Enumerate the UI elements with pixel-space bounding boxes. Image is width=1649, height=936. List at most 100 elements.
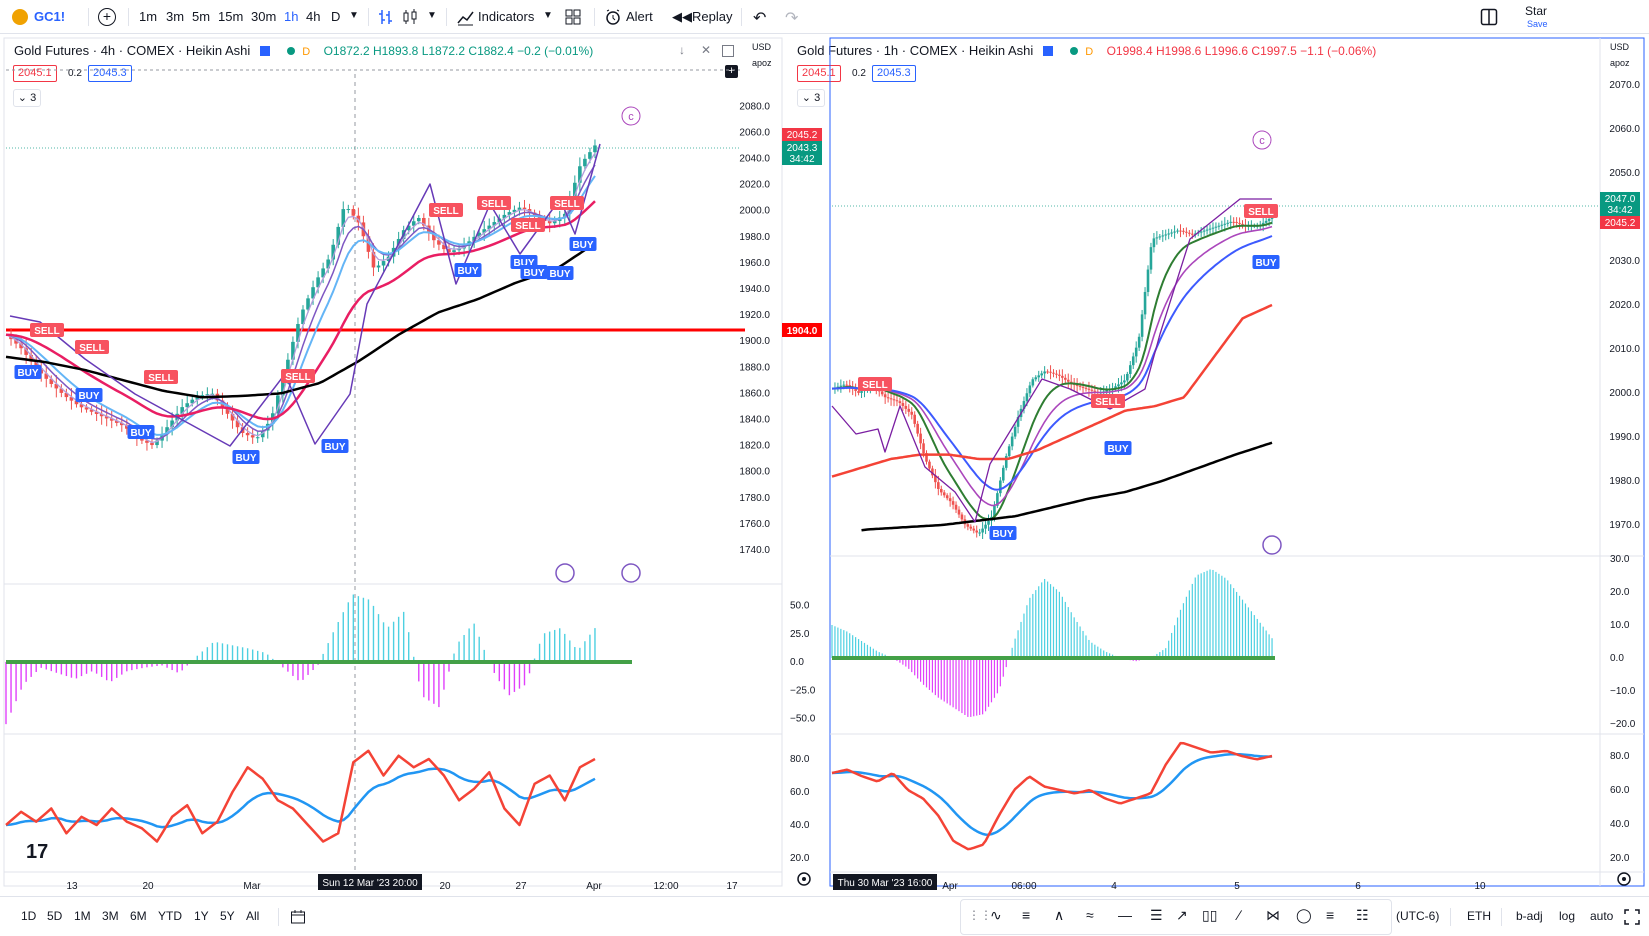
interval-5m[interactable]: 5m bbox=[192, 9, 211, 24]
abc-pattern-icon[interactable]: ∧ bbox=[1054, 907, 1065, 923]
chevron-down-icon[interactable]: ▼ bbox=[349, 10, 359, 21]
buy-signal-badge[interactable]: BUY bbox=[513, 258, 534, 269]
chevron-down-icon[interactable]: ▼ bbox=[543, 10, 553, 21]
chevron-down-icon[interactable]: ▼ bbox=[427, 10, 437, 21]
sell-signal-badge-bg[interactable] bbox=[477, 196, 511, 210]
buy-signal-badge[interactable]: BUY bbox=[17, 368, 38, 379]
sell-signal-badge[interactable]: SELL bbox=[515, 221, 541, 232]
range-ytd[interactable]: YTD bbox=[158, 909, 182, 923]
range-6m[interactable]: 6M bbox=[130, 909, 147, 923]
sell-signal-badge[interactable]: SELL bbox=[1095, 397, 1121, 408]
trend-line-icon[interactable]: ∕ bbox=[1238, 907, 1241, 923]
text-notes-icon[interactable]: ≡ bbox=[1022, 907, 1031, 923]
pattern-c-icon[interactable] bbox=[621, 106, 641, 126]
charts-canvas[interactable]: 2080.02060.02040.02020.02000.01980.01960… bbox=[0, 34, 1649, 896]
bars-pattern-icon[interactable]: ☰ bbox=[1150, 907, 1163, 923]
scroll-down-icon[interactable]: ↓ bbox=[679, 43, 685, 57]
bars-style-icon[interactable] bbox=[377, 8, 395, 26]
sell-signal-badge-bg[interactable] bbox=[281, 369, 315, 383]
left-chart-title[interactable]: Gold Futures · 4h · COMEX · Heikin Ashi bbox=[14, 43, 251, 58]
sell-signal-badge-bg[interactable] bbox=[144, 370, 178, 384]
xabcd-pattern-icon[interactable]: ⋈ bbox=[1266, 907, 1280, 923]
buy-signal-badge[interactable]: BUY bbox=[457, 266, 478, 277]
cycle-icon[interactable]: ◯ bbox=[1296, 907, 1312, 923]
buy-signal-badge-bg[interactable] bbox=[232, 450, 260, 464]
sell-signal-badge[interactable]: SELL bbox=[1248, 207, 1274, 218]
sell-signal-badge[interactable]: SELL bbox=[554, 199, 580, 210]
candle-pattern-icon[interactable]: ▯▯ bbox=[1202, 907, 1218, 923]
auto-scale-toggle[interactable]: auto bbox=[1590, 909, 1614, 923]
buy-signal-badge[interactable]: BUY bbox=[1107, 444, 1128, 455]
buy-signal-badge-bg[interactable] bbox=[14, 365, 42, 379]
range-5y[interactable]: 5Y bbox=[220, 909, 235, 923]
settings-gear-icon[interactable] bbox=[1617, 872, 1631, 886]
undo-icon[interactable]: ↶ bbox=[753, 10, 767, 27]
range-3m[interactable]: 3M bbox=[102, 909, 119, 923]
buy-signal-badge-bg[interactable] bbox=[989, 526, 1017, 540]
pattern-c-icon[interactable] bbox=[1252, 130, 1272, 150]
interval-4h[interactable]: 4h bbox=[306, 9, 321, 24]
sell-signal-badge[interactable]: SELL bbox=[862, 380, 888, 391]
range-5d[interactable]: 5D bbox=[47, 909, 63, 923]
ray-icon[interactable]: ↗ bbox=[1176, 907, 1188, 923]
maximize-icon[interactable] bbox=[722, 45, 734, 57]
buy-signal-badge[interactable]: BUY bbox=[78, 391, 99, 402]
buy-signal-badge[interactable]: BUY bbox=[130, 428, 151, 439]
candles-style-icon[interactable] bbox=[401, 8, 419, 26]
range-1d[interactable]: 1D bbox=[21, 909, 37, 923]
buy-signal-badge-bg[interactable] bbox=[454, 263, 482, 277]
sell-signal-badge-bg[interactable] bbox=[511, 218, 545, 232]
buy-signal-badge[interactable]: BUY bbox=[523, 268, 544, 279]
fib-icon[interactable]: ≡ bbox=[1326, 907, 1335, 923]
interval-30m[interactable]: 30m bbox=[251, 9, 277, 24]
buy-signal-badge[interactable]: BUY bbox=[572, 240, 593, 251]
right-indicators-collapse-button[interactable]: ⌄ 3 bbox=[797, 89, 825, 107]
sell-signal-badge[interactable]: SELL bbox=[481, 199, 507, 210]
buy-signal-badge[interactable]: BUY bbox=[1255, 258, 1276, 269]
buy-signal-badge-bg[interactable] bbox=[520, 265, 548, 279]
trend-angle-icon[interactable]: ≈ bbox=[1086, 907, 1094, 923]
log-scale-toggle[interactable]: log bbox=[1559, 909, 1576, 923]
interval-15m[interactable]: 15m bbox=[218, 9, 244, 24]
sell-signal-badge-bg[interactable] bbox=[1244, 204, 1278, 218]
layout-grid-icon[interactable] bbox=[565, 9, 581, 25]
sell-signal-badge[interactable]: SELL bbox=[285, 372, 311, 383]
sell-signal-badge-bg[interactable] bbox=[1091, 394, 1125, 408]
replay-arrow-icon[interactable] bbox=[555, 563, 575, 583]
add-plus-icon[interactable]: + bbox=[725, 65, 738, 78]
star-button[interactable]: Star bbox=[1525, 4, 1548, 18]
drag-handle-icon[interactable]: ⋮⋮ bbox=[968, 908, 992, 922]
left-buy-price-button[interactable]: 2045.3 bbox=[88, 65, 132, 82]
elliott-wave-icon[interactable]: ∿ bbox=[990, 907, 1002, 923]
buy-signal-badge-bg[interactable] bbox=[546, 266, 574, 280]
buy-signal-badge[interactable]: BUY bbox=[324, 442, 345, 453]
interval-1h[interactable]: 1h bbox=[284, 9, 299, 24]
sell-signal-badge-bg[interactable] bbox=[550, 196, 584, 210]
sell-signal-badge-bg[interactable] bbox=[429, 203, 463, 217]
goto-date-icon[interactable] bbox=[290, 909, 306, 925]
right-chart-title[interactable]: Gold Futures · 1h · COMEX · Heikin Ashi bbox=[797, 43, 1034, 58]
settings-gear-icon[interactable] bbox=[797, 872, 811, 886]
tradingview-logo-icon[interactable]: 17 bbox=[26, 841, 48, 863]
sell-signal-badge[interactable]: SELL bbox=[34, 326, 60, 337]
range-1y[interactable]: 1Y bbox=[194, 909, 209, 923]
alarm-clock-icon[interactable] bbox=[604, 8, 622, 26]
range-all[interactable]: All bbox=[246, 909, 260, 923]
buy-signal-badge-bg[interactable] bbox=[1104, 441, 1132, 455]
session-button[interactable]: ETH bbox=[1467, 909, 1491, 923]
list-tools-icon[interactable]: ☷ bbox=[1356, 907, 1369, 923]
interval-1m[interactable]: 1m bbox=[139, 9, 158, 24]
replay-button[interactable]: Replay bbox=[692, 9, 733, 24]
buy-signal-badge-bg[interactable] bbox=[321, 439, 349, 453]
close-icon[interactable]: ✕ bbox=[701, 43, 712, 57]
indicators-icon[interactable] bbox=[456, 8, 474, 26]
horizontal-line-icon[interactable]: — bbox=[1118, 907, 1132, 923]
buy-signal-badge[interactable]: BUY bbox=[992, 529, 1013, 540]
buy-signal-badge[interactable]: BUY bbox=[549, 269, 570, 280]
lightning-icon[interactable] bbox=[1262, 535, 1282, 555]
alert-button[interactable]: Alert bbox=[626, 9, 653, 24]
sell-signal-badge[interactable]: SELL bbox=[433, 206, 459, 217]
interval-3m[interactable]: 3m bbox=[166, 9, 185, 24]
indicators-button[interactable]: Indicators bbox=[478, 9, 535, 24]
buy-signal-badge-bg[interactable] bbox=[569, 237, 597, 251]
